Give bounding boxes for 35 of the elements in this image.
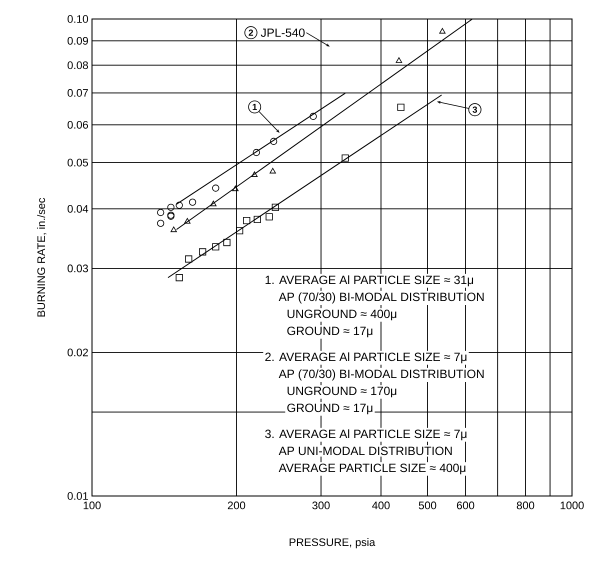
x-tick-label: 1000 (560, 502, 584, 510)
annotation: GROUND ≈ 17μ (287, 326, 372, 338)
x-tick-label: 100 (84, 502, 101, 510)
annotation: 2. AVERAGE Al PARTICLE SIZE ≈ 7μ (265, 352, 466, 364)
x-tick-label: 500 (418, 502, 436, 510)
y-tick-label: 0.02 (68, 348, 88, 356)
y-tick-label: 0.08 (68, 61, 88, 70)
y-tick-label: 0.03 (68, 264, 88, 272)
y-tick-label: 0.10 (68, 15, 88, 23)
y-tick-label: 0.06 (68, 120, 88, 129)
annotation: 1. AVERAGE Al PARTICLE SIZE ≈ 31μ (266, 275, 474, 286)
annotation: 3. AVERAGE Al PARTICLE SIZE ≈ 7μ (265, 429, 466, 440)
annotation: 3 (472, 106, 478, 113)
annotation: AP (70/30) BI-MODAL DISTRIBUTION (278, 369, 484, 380)
x-axis-title: PRESSURE, psia (290, 538, 376, 548)
annotation: UNGROUND ≈ 400μ (288, 310, 396, 320)
y-tick-label: 0.05 (68, 158, 88, 166)
annotation: AP UNI-MODAL DISTRIBUTION (278, 446, 452, 456)
x-tick-label: 800 (516, 502, 534, 510)
x-tick-label: 200 (228, 502, 246, 510)
x-tick-label: 300 (312, 502, 330, 510)
annotation: 1 (252, 104, 257, 110)
y-tick-label: 0.07 (68, 89, 88, 97)
y-tick-label: 0.09 (68, 36, 88, 45)
annotation: AP (70/30) BI-MODAL DISTRIBUTION (278, 292, 484, 304)
y-tick-label: 0.01 (68, 492, 88, 500)
annotation: GROUND ≈ 17μ (287, 404, 372, 414)
x-tick-label: 600 (456, 502, 474, 510)
annotation: UNGROUND ≈ 170μ (288, 386, 396, 398)
annotation: 2 (248, 30, 254, 36)
y-tick-label: 0.04 (68, 204, 88, 213)
annotation: JPL-540 (260, 28, 305, 37)
x-tick-label: 400 (372, 502, 390, 510)
y-axis-title: BURNING RATE, in./sec (37, 198, 46, 316)
annotation: AVERAGE PARTICLE SIZE ≈ 400μ (278, 464, 466, 474)
